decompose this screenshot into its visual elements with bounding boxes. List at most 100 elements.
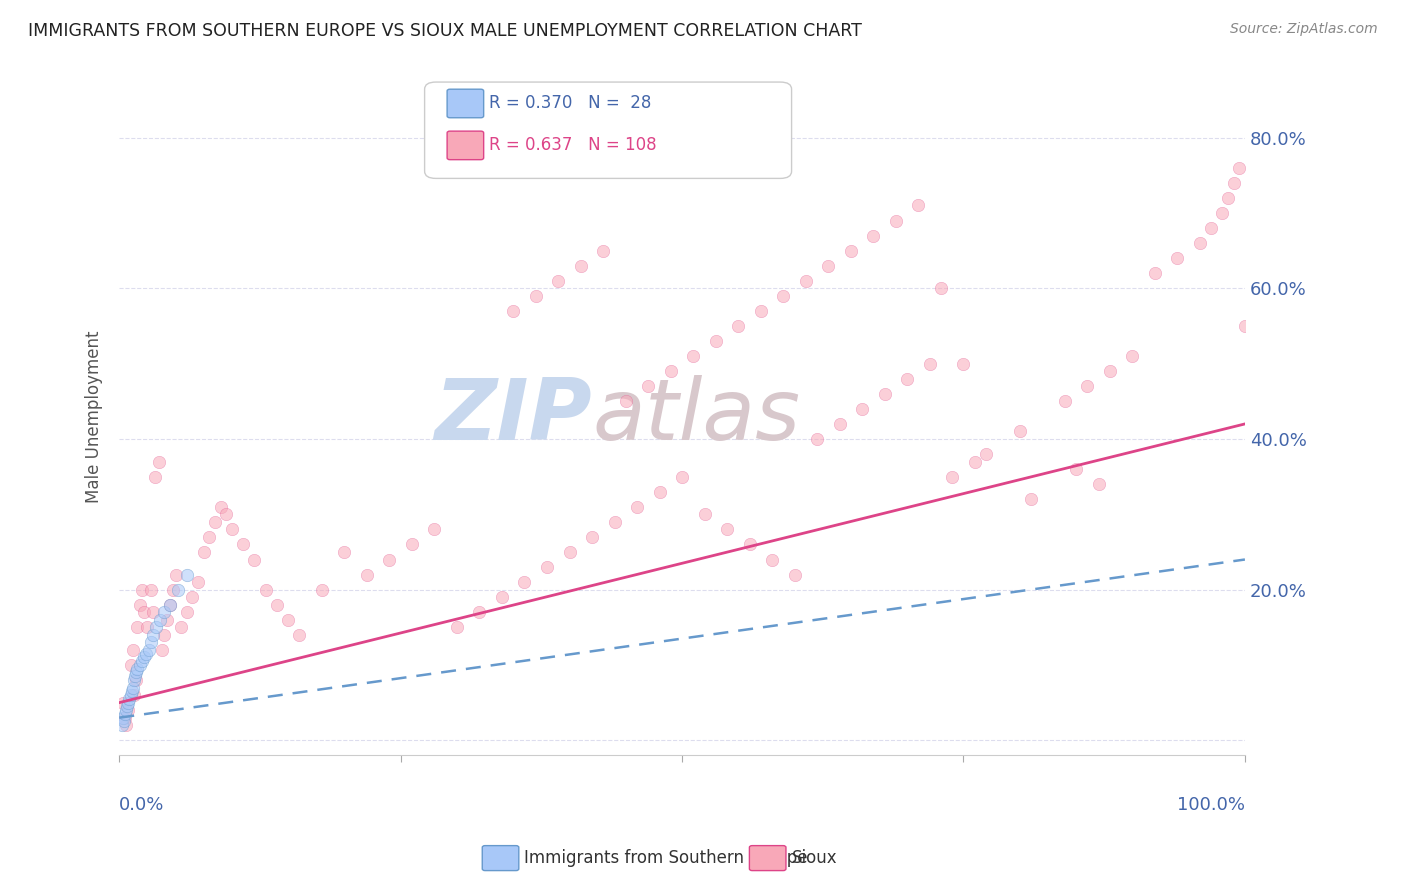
Point bbox=[125, 665, 148, 680]
Point bbox=[839, 244, 862, 258]
Point bbox=[1143, 266, 1166, 280]
Point bbox=[193, 545, 215, 559]
Point bbox=[581, 530, 603, 544]
Point bbox=[873, 386, 896, 401]
Point bbox=[727, 318, 749, 333]
Point bbox=[209, 500, 232, 514]
Point bbox=[929, 281, 952, 295]
Point bbox=[738, 537, 761, 551]
Point bbox=[232, 537, 254, 551]
Text: Sioux: Sioux bbox=[792, 849, 837, 867]
Point bbox=[592, 244, 614, 258]
Point bbox=[963, 454, 986, 468]
Point bbox=[181, 590, 204, 604]
Point bbox=[153, 628, 176, 642]
Point bbox=[121, 643, 143, 657]
Point bbox=[614, 394, 637, 409]
Point bbox=[1121, 349, 1143, 363]
Point bbox=[149, 613, 172, 627]
Point bbox=[671, 469, 693, 483]
Point bbox=[648, 484, 671, 499]
Point bbox=[118, 691, 141, 706]
Point bbox=[115, 703, 138, 717]
Point bbox=[603, 515, 626, 529]
Point bbox=[131, 582, 153, 597]
Point bbox=[121, 681, 143, 695]
Text: IMMIGRANTS FROM SOUTHERN EUROPE VS SIOUX MALE UNEMPLOYMENT CORRELATION CHART: IMMIGRANTS FROM SOUTHERN EUROPE VS SIOUX… bbox=[28, 22, 862, 40]
Point bbox=[127, 620, 149, 634]
Point bbox=[176, 567, 198, 582]
Point bbox=[828, 417, 851, 431]
Point bbox=[682, 349, 704, 363]
Point bbox=[1019, 492, 1042, 507]
Point bbox=[1199, 221, 1222, 235]
Point bbox=[547, 274, 569, 288]
Point bbox=[356, 567, 378, 582]
Point bbox=[122, 688, 145, 702]
Point bbox=[132, 650, 155, 665]
Point bbox=[918, 357, 941, 371]
Point bbox=[817, 259, 839, 273]
Point bbox=[907, 198, 929, 212]
Point bbox=[659, 364, 682, 378]
Point bbox=[254, 582, 277, 597]
Point bbox=[120, 657, 142, 672]
Point bbox=[491, 590, 513, 604]
Point bbox=[165, 567, 187, 582]
Point bbox=[1064, 462, 1087, 476]
Point bbox=[502, 304, 524, 318]
Point bbox=[131, 654, 153, 668]
Point bbox=[110, 718, 132, 732]
Point bbox=[243, 552, 266, 566]
Point bbox=[117, 696, 139, 710]
Point bbox=[111, 696, 134, 710]
Point bbox=[120, 688, 142, 702]
Point bbox=[1216, 191, 1239, 205]
Point bbox=[128, 598, 150, 612]
Point bbox=[1222, 176, 1244, 190]
Point bbox=[162, 582, 184, 597]
Point bbox=[378, 552, 401, 566]
Point bbox=[142, 628, 165, 642]
Point bbox=[704, 334, 727, 348]
Point bbox=[794, 274, 817, 288]
Text: R = 0.637   N = 108: R = 0.637 N = 108 bbox=[489, 136, 657, 153]
Point bbox=[1087, 477, 1109, 491]
Point bbox=[513, 575, 536, 590]
Point bbox=[311, 582, 333, 597]
Text: ZIP: ZIP bbox=[434, 375, 592, 458]
Point bbox=[215, 508, 238, 522]
Point bbox=[127, 662, 149, 676]
Point bbox=[524, 289, 547, 303]
Point bbox=[1098, 364, 1121, 378]
Point bbox=[1188, 236, 1211, 251]
Point bbox=[288, 628, 311, 642]
Point bbox=[772, 289, 794, 303]
Point bbox=[626, 500, 648, 514]
Point bbox=[761, 552, 783, 566]
Point bbox=[124, 669, 146, 683]
Point bbox=[536, 560, 558, 574]
Point bbox=[333, 545, 356, 559]
Point bbox=[198, 530, 221, 544]
Point bbox=[166, 582, 188, 597]
Point bbox=[121, 684, 143, 698]
Point bbox=[952, 357, 974, 371]
Point bbox=[153, 605, 176, 619]
Point bbox=[637, 379, 659, 393]
Point bbox=[114, 706, 136, 721]
Point bbox=[1211, 206, 1233, 220]
Point bbox=[170, 620, 193, 634]
Point bbox=[1008, 425, 1031, 439]
Y-axis label: Male Unemployment: Male Unemployment bbox=[86, 330, 103, 503]
Point bbox=[176, 605, 198, 619]
Point bbox=[693, 508, 716, 522]
Point bbox=[138, 643, 160, 657]
Point bbox=[150, 643, 173, 657]
Point bbox=[128, 657, 150, 672]
Point bbox=[1233, 318, 1256, 333]
Point bbox=[204, 515, 226, 529]
Point bbox=[558, 545, 581, 559]
Point bbox=[117, 703, 139, 717]
Text: atlas: atlas bbox=[592, 375, 800, 458]
